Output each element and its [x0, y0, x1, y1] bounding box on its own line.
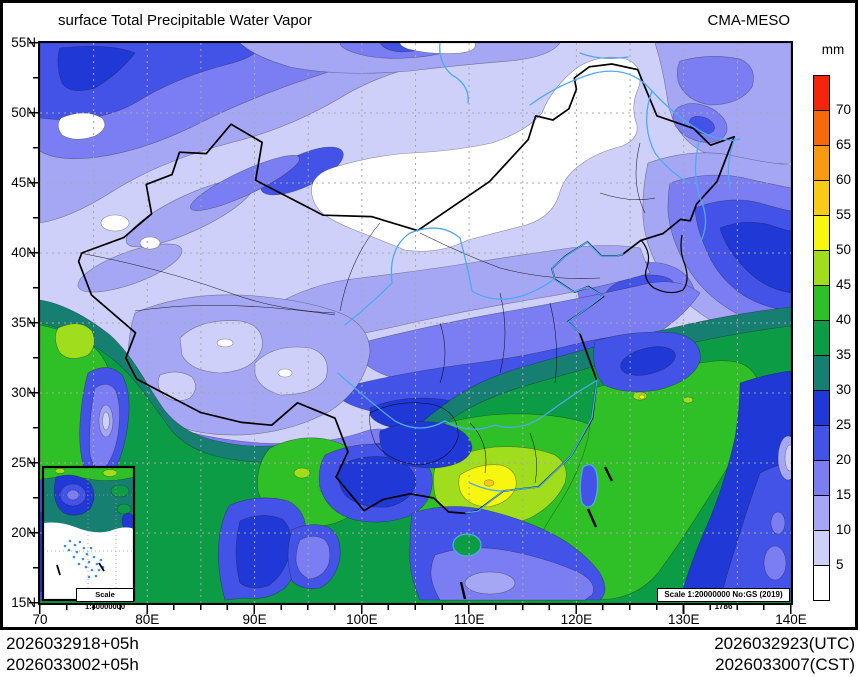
colorbar-cell: [813, 495, 830, 531]
plot-title: surface Total Precipitable Water Vapor: [58, 12, 313, 29]
colorbar-cell: [813, 180, 830, 216]
x-axis-tick-label: 140E: [775, 612, 807, 627]
x-axis-tick-label: 130E: [667, 612, 700, 627]
colorbar-tick-label: 30: [836, 382, 852, 397]
colorbar-cell: [813, 530, 830, 566]
colorbar-tick-label: 15: [836, 487, 852, 502]
colorbar-cell: [813, 565, 830, 601]
init-time-labels: 2026032918+05h 2026033002+05h: [6, 633, 139, 675]
province-boundaries: [79, 142, 656, 484]
colorbar-cell: [813, 215, 830, 251]
model-name: CMA-MESO: [707, 12, 791, 29]
colorbar-cell: [813, 425, 830, 461]
valid-time-labels: 2026032923(UTC) 2026033007(CST): [714, 633, 855, 675]
colorbar-unit-label: mm: [821, 42, 845, 57]
colorbar-cell: [813, 110, 830, 146]
x-axis-tick-label: 100E: [346, 612, 378, 627]
colorbar-cell: [813, 320, 830, 356]
colorbar-tick-label: 35: [836, 347, 852, 362]
south-china-sea-inset: [41, 465, 136, 602]
precipitable-water-map: [40, 43, 791, 603]
x-axis-tick-label: 70: [32, 612, 48, 627]
x-axis-tick-label: 90E: [242, 612, 267, 627]
colorbar-cell: [813, 285, 830, 321]
boundary-dash-marks: [459, 466, 614, 600]
colorbar-cell: [813, 75, 830, 111]
colorbar-cell: [813, 145, 830, 181]
colorbar-cell: [813, 460, 830, 496]
sea-island-dots: [63, 539, 105, 579]
x-axis-tick-label: 120E: [560, 612, 593, 627]
colorbar-tick-label: 60: [836, 172, 852, 187]
valid-time-cst: 2026033007(CST): [715, 655, 855, 674]
colorbar-tick-label: 25: [836, 417, 852, 432]
x-axis-tick-label: 110E: [453, 612, 485, 627]
colorbar-tick-label: 10: [836, 522, 852, 537]
x-axis-tick-label: 80E: [135, 612, 160, 627]
init-time-line1: 2026032918+05h: [6, 634, 139, 653]
colorbar-tick-label: 5: [836, 557, 844, 572]
colorbar-cell: [813, 390, 830, 426]
colorbar-tick-label: 40: [836, 312, 852, 327]
colorbar-cell: [813, 355, 830, 391]
colorbar-tick-label: 50: [836, 242, 852, 257]
main-map-scale-label: Scale 1:20000000 No:GS (2019) 1786: [657, 588, 790, 611]
init-time-line2: 2026033002+05h: [6, 655, 139, 674]
colorbar-tick-label: 20: [836, 452, 852, 467]
colorbar-tick-label: 65: [836, 137, 852, 152]
colorbar-cell: [813, 250, 830, 286]
y-axis-major-ticks: [29, 42, 39, 606]
inset-map-scale-label: Scale 1:40000000: [76, 588, 134, 611]
colorbar-tick-label: 70: [836, 102, 852, 117]
x-axis-major-ticks: [39, 605, 793, 614]
valid-time-utc: 2026032923(UTC): [714, 634, 855, 653]
colorbar-tick-label: 45: [836, 277, 852, 292]
colorbar-tick-label: 55: [836, 207, 852, 222]
rivers-and-coastlines: [337, 43, 741, 514]
